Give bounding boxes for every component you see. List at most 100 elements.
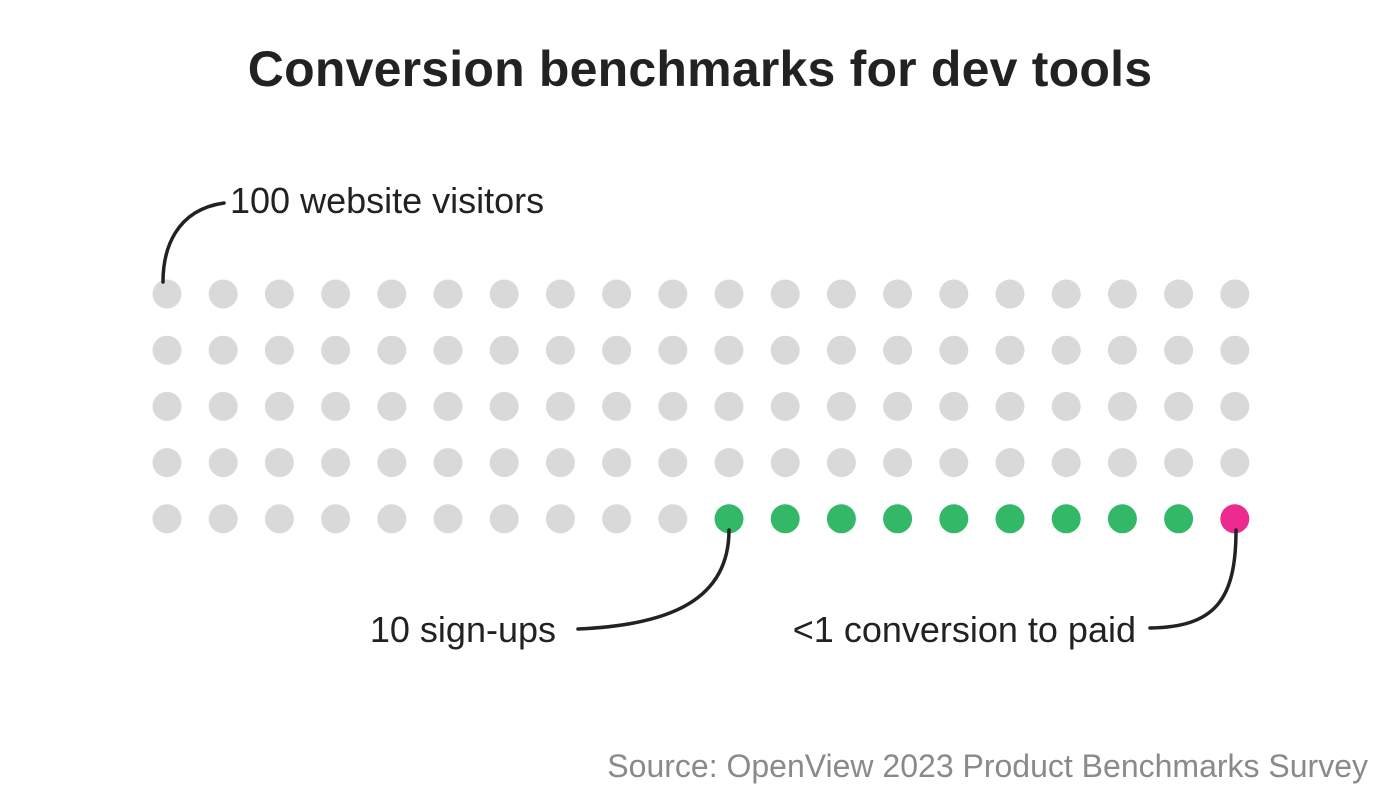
dot-website-visitors — [658, 335, 688, 365]
dot-sign-ups — [826, 504, 856, 534]
dot-website-visitors — [1220, 279, 1250, 309]
dot-website-visitors — [1220, 391, 1250, 421]
dot-website-visitors — [770, 391, 800, 421]
dot-sign-ups — [1107, 504, 1137, 534]
dot-website-visitors — [152, 335, 182, 365]
dot-website-visitors — [489, 335, 519, 365]
dot-website-visitors — [545, 448, 575, 478]
dot-website-visitors — [770, 448, 800, 478]
dot-website-visitors — [321, 335, 351, 365]
dot-website-visitors — [714, 391, 744, 421]
dot-website-visitors — [658, 448, 688, 478]
dot-website-visitors — [208, 279, 238, 309]
dot-website-visitors — [658, 504, 688, 534]
dot-website-visitors — [433, 279, 463, 309]
dot-website-visitors — [208, 335, 238, 365]
dot-website-visitors — [1107, 391, 1137, 421]
dot-website-visitors — [208, 448, 238, 478]
dot-website-visitors — [939, 391, 969, 421]
dot-website-visitors — [433, 448, 463, 478]
dot-website-visitors — [995, 279, 1025, 309]
visitors-leader-line — [161, 201, 226, 284]
dot-website-visitors — [321, 448, 351, 478]
dot-website-visitors — [321, 504, 351, 534]
dot-website-visitors — [433, 391, 463, 421]
dot-website-visitors — [1164, 391, 1194, 421]
source-note: Source: OpenView 2023 Product Benchmarks… — [607, 748, 1368, 784]
dot-website-visitors — [714, 279, 744, 309]
dot-website-visitors — [1220, 335, 1250, 365]
dot-website-visitors — [714, 335, 744, 365]
dot-website-visitors — [433, 335, 463, 365]
dot-website-visitors — [1051, 448, 1081, 478]
dot-conversion-to-paid — [1220, 504, 1250, 534]
dot-website-visitors — [995, 391, 1025, 421]
dot-website-visitors — [321, 279, 351, 309]
dot-website-visitors — [545, 504, 575, 534]
dot-website-visitors — [208, 391, 238, 421]
signups-leader-line — [576, 528, 731, 631]
dot-website-visitors — [602, 448, 632, 478]
dot-website-visitors — [826, 335, 856, 365]
dot-sign-ups — [883, 504, 913, 534]
dot-website-visitors — [883, 335, 913, 365]
dot-website-visitors — [995, 448, 1025, 478]
dot-website-visitors — [152, 391, 182, 421]
dot-website-visitors — [658, 391, 688, 421]
dot-website-visitors — [1164, 279, 1194, 309]
dot-website-visitors — [377, 391, 407, 421]
dot-website-visitors — [152, 504, 182, 534]
dot-website-visitors — [883, 391, 913, 421]
annotation-paid: <1 conversion to paid — [793, 609, 1136, 650]
dot-website-visitors — [658, 279, 688, 309]
dot-website-visitors — [602, 504, 632, 534]
dot-website-visitors — [1164, 448, 1194, 478]
dot-website-visitors — [1220, 448, 1250, 478]
dot-website-visitors — [602, 279, 632, 309]
dot-website-visitors — [264, 391, 294, 421]
dot-website-visitors — [1164, 335, 1194, 365]
dot-website-visitors — [321, 391, 351, 421]
dot-website-visitors — [1107, 279, 1137, 309]
dot-website-visitors — [152, 279, 182, 309]
dot-website-visitors — [377, 335, 407, 365]
dot-website-visitors — [1051, 279, 1081, 309]
dot-website-visitors — [489, 448, 519, 478]
dot-website-visitors — [545, 335, 575, 365]
dot-website-visitors — [264, 335, 294, 365]
dot-website-visitors — [1051, 391, 1081, 421]
dot-website-visitors — [264, 504, 294, 534]
dot-website-visitors — [714, 448, 744, 478]
dot-website-visitors — [264, 279, 294, 309]
dot-sign-ups — [770, 504, 800, 534]
annotation-signups: 10 sign-ups — [370, 609, 556, 650]
dot-website-visitors — [939, 335, 969, 365]
dot-website-visitors — [770, 335, 800, 365]
dot-website-visitors — [545, 391, 575, 421]
dot-website-visitors — [433, 504, 463, 534]
dot-website-visitors — [939, 448, 969, 478]
dot-sign-ups — [995, 504, 1025, 534]
dot-website-visitors — [826, 448, 856, 478]
dot-sign-ups — [714, 504, 744, 534]
dot-website-visitors — [770, 279, 800, 309]
dot-sign-ups — [939, 504, 969, 534]
dot-website-visitors — [1107, 335, 1137, 365]
dot-website-visitors — [1051, 335, 1081, 365]
dot-website-visitors — [545, 279, 575, 309]
dot-website-visitors — [377, 504, 407, 534]
chart-title: Conversion benchmarks for dev tools — [247, 41, 1153, 97]
dot-website-visitors — [489, 504, 519, 534]
dot-website-visitors — [489, 279, 519, 309]
dot-website-visitors — [377, 448, 407, 478]
dot-website-visitors — [995, 335, 1025, 365]
paid-leader-line — [1148, 528, 1238, 630]
dot-grid — [152, 279, 1250, 534]
annotation-visitors: 100 website visitors — [230, 180, 544, 221]
dot-website-visitors — [602, 335, 632, 365]
dot-website-visitors — [264, 448, 294, 478]
dot-website-visitors — [152, 448, 182, 478]
dot-website-visitors — [1107, 448, 1137, 478]
dot-website-visitors — [602, 391, 632, 421]
